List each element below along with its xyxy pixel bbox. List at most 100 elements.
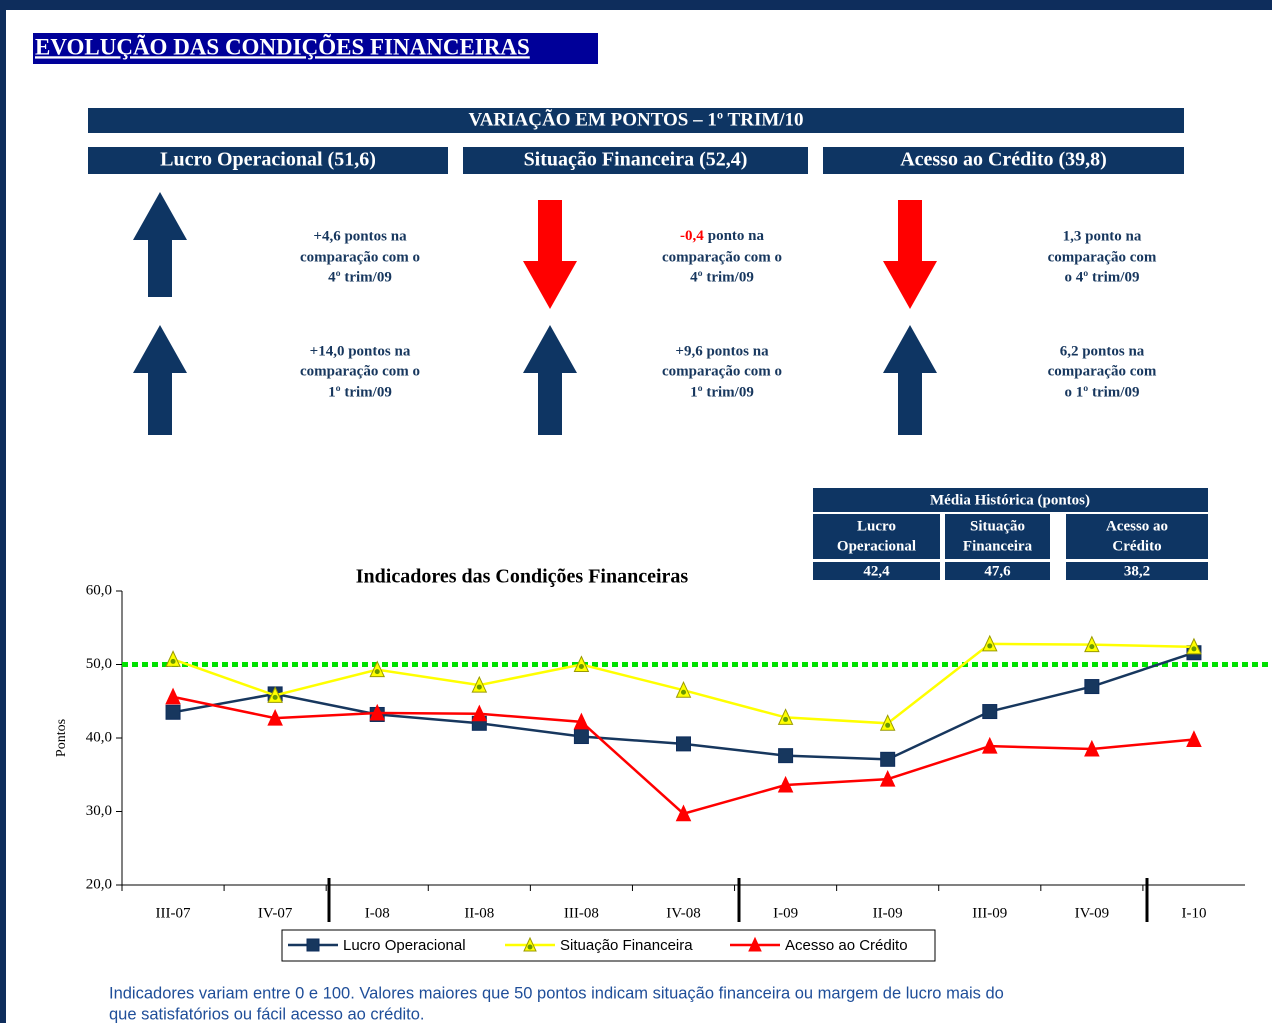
legend-label: Situação Financeira: [560, 937, 693, 954]
table-cell: [1066, 562, 1208, 580]
data-point: [573, 712, 590, 730]
data-point: [981, 736, 998, 754]
table-value: 38,2: [1124, 563, 1150, 579]
change-text: comparação com o: [300, 249, 420, 265]
table-column: Situação: [970, 518, 1025, 534]
data-point: [573, 729, 589, 745]
legend-label: Acesso ao Crédito: [785, 937, 908, 954]
marker-center: [681, 689, 686, 695]
table-column: Operacional: [837, 538, 916, 554]
table-cell: [945, 514, 1050, 559]
arrow-down: [883, 200, 937, 309]
marker-center: [578, 664, 584, 669]
x-tick-label: II-08: [464, 905, 494, 921]
table-cell: [813, 514, 940, 559]
change-text: comparação com o: [662, 249, 782, 265]
x-tick-label: I-09: [773, 905, 798, 921]
change-text: comparação com: [1048, 249, 1157, 265]
change-text: comparação com o: [662, 363, 782, 379]
change-text: -0,4 ponto na: [680, 228, 765, 244]
data-point: [1084, 739, 1100, 757]
marker-center: [272, 694, 278, 700]
data-point: [675, 804, 692, 822]
change-text: comparação com o: [300, 363, 420, 379]
arrow-up: [133, 325, 187, 435]
x-tick-label: II-09: [873, 905, 903, 921]
indicator-header: [88, 147, 448, 174]
y-tick-label: 30,0: [86, 803, 112, 819]
change-text: 4º trim/09: [690, 269, 754, 285]
data-point: [267, 708, 283, 726]
table-column: Crédito: [1112, 538, 1161, 554]
table-column: Lucro: [857, 518, 896, 534]
change-text: o 4º trim/09: [1065, 269, 1140, 285]
change-text: +14,0 pontos na: [310, 343, 411, 359]
change-text: comparação com: [1048, 363, 1157, 379]
table-value: 42,4: [863, 563, 890, 579]
table-column: Acesso ao: [1106, 518, 1168, 534]
legend-marker: [748, 936, 762, 952]
marker-center: [783, 716, 789, 722]
y-tick-label: 40,0: [86, 729, 112, 745]
legend-box: [281, 929, 936, 962]
marker-center: [987, 643, 993, 649]
y-tick-label: 20,0: [86, 876, 112, 892]
change-text: +9,6 pontos na: [675, 343, 769, 359]
page-title: EVOLUÇÃO DAS CONDIÇÕES FINANCEIRAS: [35, 34, 530, 59]
change-text: +4,6 pontos na: [313, 228, 407, 244]
table-cell: [813, 562, 940, 580]
table-cell: [1066, 514, 1208, 559]
data-point: [165, 704, 181, 720]
x-tick-label: IV-09: [1075, 905, 1109, 921]
indicator-name: Situação Financeira (52,4): [524, 149, 748, 171]
change-text-part: ponto na: [708, 228, 765, 244]
title-background: [33, 33, 598, 64]
data-point: [777, 775, 794, 793]
arrow-up: [523, 325, 577, 435]
marker-center: [374, 669, 380, 675]
marker-center: [1089, 644, 1095, 650]
footnote: que satisfatórios ou fácil acesso ao cré…: [109, 1005, 425, 1023]
marker-center: [527, 944, 533, 950]
x-tick-label: III-07: [156, 905, 191, 921]
data-point: [1084, 679, 1100, 695]
marker-center: [170, 658, 176, 664]
data-point: [676, 736, 691, 752]
chart-title: Indicadores das Condições Financeiras: [356, 566, 689, 588]
table-title: Média Histórica (pontos): [930, 492, 1090, 508]
table-header: [813, 488, 1208, 512]
data-point: [880, 751, 896, 767]
x-tick-label: III-08: [564, 905, 599, 921]
change-text: 1º trim/09: [328, 384, 392, 400]
left-border: [0, 0, 6, 1023]
marker-center: [476, 684, 482, 690]
marker-center: [885, 722, 891, 728]
indicator-name: Lucro Operacional (51,6): [160, 149, 376, 171]
data-point: [369, 703, 386, 721]
change-text: 1,3 ponto na: [1063, 228, 1142, 244]
marker-center: [1191, 646, 1197, 652]
banner-text: VARIAÇÃO EM PONTOS – 1º TRIM/10: [468, 108, 803, 130]
x-tick-label: I-10: [1181, 905, 1206, 921]
arrow-down: [523, 200, 577, 309]
x-tick-label: IV-07: [258, 905, 293, 921]
change-text: o 1º trim/09: [1065, 384, 1140, 400]
data-point: [879, 769, 896, 787]
x-tick-label: III-09: [972, 905, 1007, 921]
data-point: [778, 748, 794, 764]
table-value: 47,6: [984, 563, 1011, 579]
data-point: [165, 687, 181, 705]
banner: [88, 108, 1184, 133]
table-cell: [945, 562, 1050, 580]
x-tick-label: I-08: [365, 905, 390, 921]
y-axis-label: Pontos: [54, 719, 69, 757]
data-point: [982, 704, 998, 720]
data-point: [471, 704, 488, 722]
arrow-up: [883, 325, 937, 435]
x-tick-label: IV-08: [666, 905, 700, 921]
y-tick-label: 50,0: [86, 656, 112, 672]
indicator-name: Acesso ao Crédito (39,8): [900, 149, 1107, 171]
data-point: [1186, 730, 1202, 747]
legend-marker: [306, 938, 320, 952]
